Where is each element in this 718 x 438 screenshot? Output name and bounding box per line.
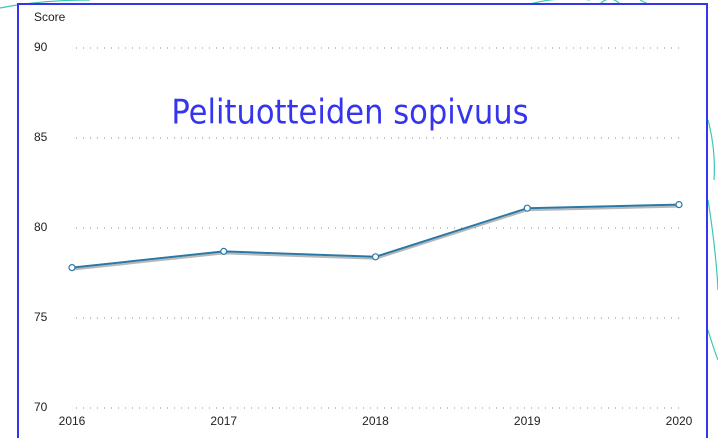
y-tick-label: 90	[34, 40, 48, 54]
data-point	[220, 247, 228, 255]
y-tick-label: 70	[34, 400, 48, 414]
x-tick-label: 2019	[514, 414, 541, 428]
data-point	[68, 264, 76, 272]
y-tick-label: 85	[34, 130, 48, 144]
plot-area: 70 75 80 85 90 2016 2017 2018 2019 2020	[34, 40, 693, 428]
y-tick-label: 80	[34, 220, 48, 234]
data-point	[675, 201, 683, 209]
data-point	[523, 204, 531, 212]
x-tick-label: 2017	[210, 414, 237, 428]
y-tick-label: 75	[34, 310, 48, 324]
data-point	[371, 253, 380, 261]
y-axis-label: Score	[34, 10, 66, 24]
x-tick-label: 2016	[59, 414, 86, 428]
chart-frame	[17, 3, 708, 438]
chart-title: Pelituotteiden sopivuus	[171, 93, 528, 133]
x-tick-label: 2020	[666, 414, 693, 428]
x-tick-label: 2018	[362, 414, 389, 428]
